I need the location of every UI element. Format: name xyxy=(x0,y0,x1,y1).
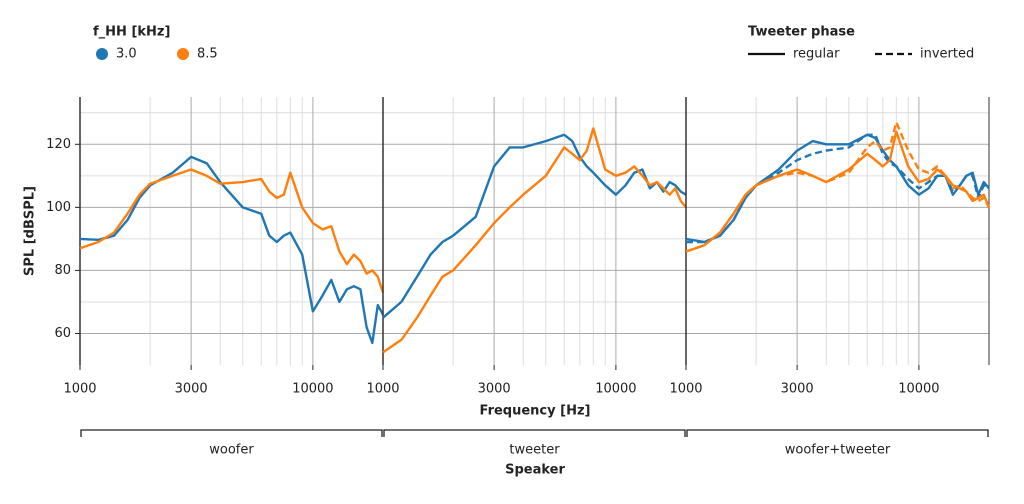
y-tick-label: 100 xyxy=(46,200,71,215)
series-line xyxy=(79,168,385,293)
y-tick-label: 60 xyxy=(54,326,71,341)
legend-label: 8.5 xyxy=(197,47,218,62)
facet-label: woofer xyxy=(209,443,254,458)
legend-marker xyxy=(177,48,189,60)
y-tick-label: 120 xyxy=(46,137,71,152)
x-tick-label: 3000 xyxy=(781,382,814,397)
series-line xyxy=(686,133,990,244)
facet-label: tweeter xyxy=(509,443,560,458)
x-tick-label: 10000 xyxy=(898,382,939,397)
legend-label: 3.0 xyxy=(116,47,137,62)
series-line xyxy=(382,127,687,354)
facet-bracket xyxy=(686,429,989,437)
legend-marker xyxy=(96,48,108,60)
x-tick-label: 1000 xyxy=(63,382,96,397)
x-tick-label: 10000 xyxy=(595,382,636,397)
series-line xyxy=(79,155,385,345)
x-tick-label: 3000 xyxy=(478,382,511,397)
x-tick-label: 10000 xyxy=(292,382,333,397)
facet-bracket xyxy=(383,429,686,437)
legend-title: Tweeter phase xyxy=(748,25,855,40)
y-axis-title: SPL [dBSPL] xyxy=(23,186,38,276)
facet-label: woofer+tweeter xyxy=(785,443,891,458)
facet-title: Speaker xyxy=(505,463,565,478)
x-tick-label: 3000 xyxy=(175,382,208,397)
x-tick-label: 1000 xyxy=(669,382,702,397)
facet-bracket xyxy=(80,429,383,437)
legend-label: inverted xyxy=(920,47,974,62)
x-axis-title: Frequency [Hz] xyxy=(480,404,591,419)
series-line xyxy=(685,133,990,244)
y-tick-label: 80 xyxy=(54,263,71,278)
series-line xyxy=(382,133,687,319)
legend-label: regular xyxy=(793,47,840,62)
series-line xyxy=(685,121,991,253)
x-tick-label: 1000 xyxy=(366,382,399,397)
legend-title: f_HH [kHz] xyxy=(93,25,170,40)
